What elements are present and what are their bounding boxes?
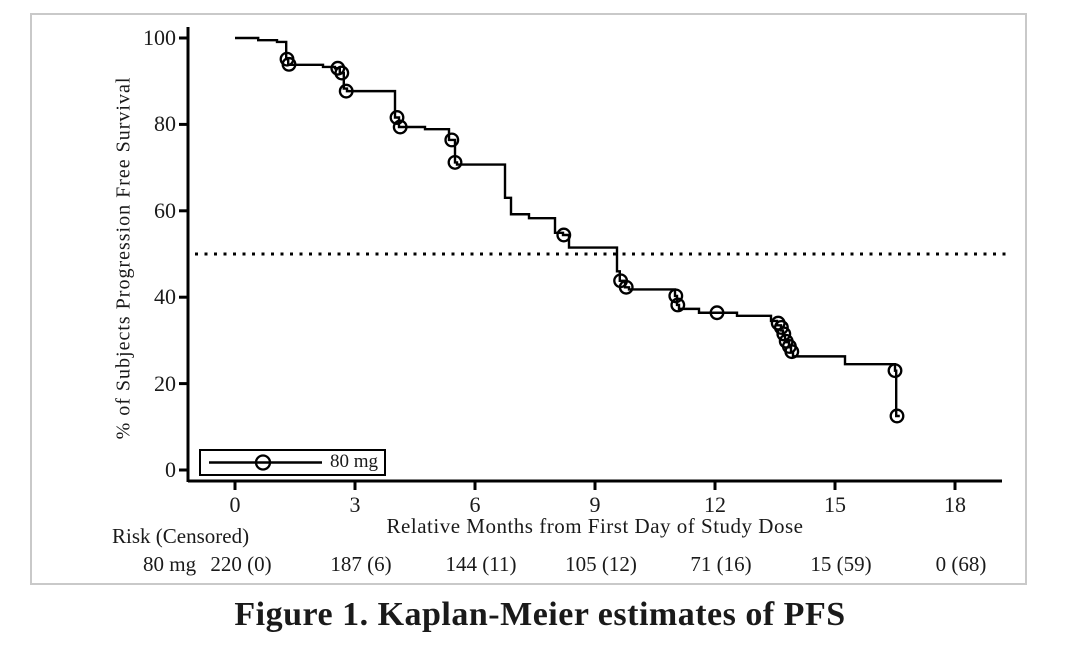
censor-mark-icon xyxy=(889,408,905,424)
figure-panel xyxy=(30,13,1027,585)
risk-value: 220 (0) xyxy=(210,552,272,576)
x-tick-label: 6 xyxy=(469,492,481,517)
figure-caption: Figure 1. Kaplan-Meier estimates of PFS xyxy=(234,596,846,633)
y-tick-label: 0 xyxy=(165,457,176,482)
censor-mark-icon xyxy=(389,110,405,125)
y-tick-label: 60 xyxy=(154,197,176,223)
censor-mark-icon xyxy=(392,119,408,135)
risk-table-label: Risk (Censored) xyxy=(112,524,250,548)
censor-mark-icon xyxy=(556,227,572,243)
censor-mark-icon xyxy=(334,65,350,81)
y-tick-label: 40 xyxy=(154,284,176,310)
censor-mark-icon xyxy=(670,297,686,313)
risk-value: 105 (12) xyxy=(565,552,637,576)
censor-mark-icon xyxy=(618,279,634,295)
censor-mark-icon xyxy=(709,305,725,321)
risk-row-name: 80 mg xyxy=(143,552,197,576)
legend-label: 80 mg xyxy=(330,451,379,472)
censor-mark-icon xyxy=(444,132,460,148)
x-tick-label: 15 xyxy=(824,492,846,517)
x-tick-label: 3 xyxy=(349,492,361,517)
censor-mark-icon xyxy=(887,363,903,379)
risk-value: 15 (59) xyxy=(810,552,872,576)
censor-mark-icon xyxy=(338,83,354,99)
risk-value: 71 (16) xyxy=(690,552,752,576)
censor-mark-icon xyxy=(668,288,684,304)
y-tick-label: 80 xyxy=(154,111,176,137)
x-tick-label: 0 xyxy=(229,492,241,517)
x-tick-label: 9 xyxy=(589,492,601,517)
x-axis-label: Relative Months from First Day of Study … xyxy=(386,514,804,538)
km-curve xyxy=(235,36,900,418)
risk-value: 0 (68) xyxy=(935,552,987,576)
censor-mark-icon xyxy=(447,154,463,170)
y-tick-label: 20 xyxy=(154,370,176,396)
censor-mark-icon xyxy=(773,319,789,335)
risk-value: 187 (6) xyxy=(330,552,392,576)
risk-value: 144 (11) xyxy=(445,552,517,576)
legend-marker-icon xyxy=(254,454,272,471)
x-tick-label: 18 xyxy=(944,492,966,517)
censor-mark-icon xyxy=(281,56,297,72)
censor-mark-icon xyxy=(776,326,792,342)
x-tick-label: 12 xyxy=(704,492,726,517)
y-tick-label: 100 xyxy=(143,25,176,50)
censor-mark-icon xyxy=(784,344,800,360)
